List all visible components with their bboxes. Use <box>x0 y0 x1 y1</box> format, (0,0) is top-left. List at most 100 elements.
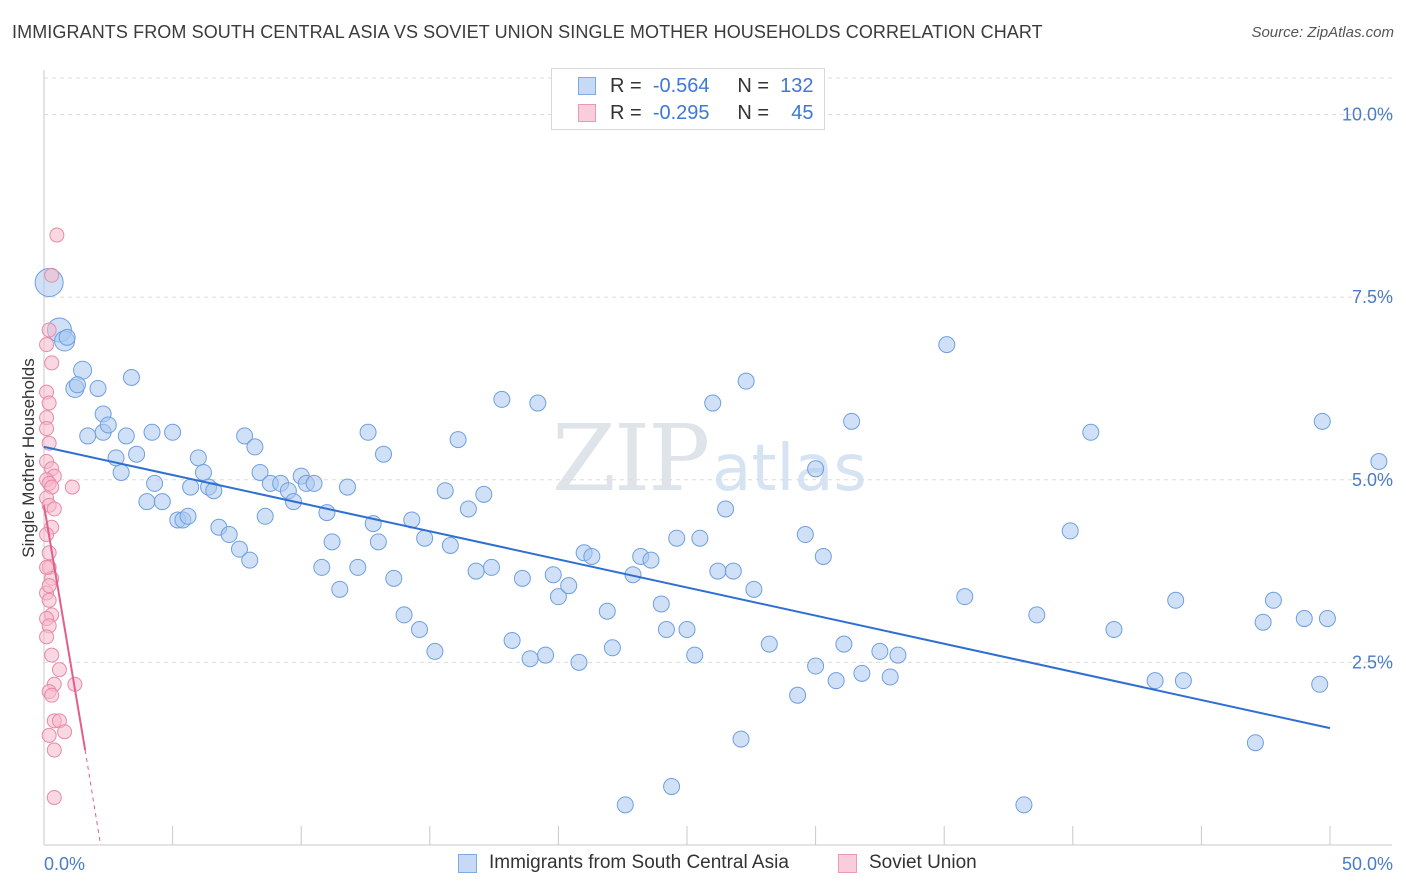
y-tick-label: 2.5% <box>1352 652 1393 672</box>
point-south-central-asia <box>146 474 164 492</box>
point-south-central-asia <box>1246 734 1264 752</box>
point-south-central-asia <box>220 526 238 544</box>
trend-line-soviet-union <box>43 505 87 751</box>
point-south-central-asia <box>251 463 269 481</box>
point-soviet-union <box>39 421 55 437</box>
point-south-central-asia <box>138 493 156 511</box>
series-label: Immigrants from South Central Asia <box>489 852 789 873</box>
legend-r-label: R = <box>610 101 642 124</box>
point-south-central-asia <box>717 500 735 518</box>
point-soviet-union <box>39 629 55 645</box>
y-tick-label: 5.0% <box>1352 470 1393 490</box>
point-south-central-asia <box>1146 672 1164 690</box>
point-south-central-asia <box>112 463 130 481</box>
legend-n-value: 45 <box>791 101 814 124</box>
point-south-central-asia <box>1028 606 1046 624</box>
point-south-central-asia <box>164 423 182 441</box>
point-soviet-union <box>44 355 60 371</box>
point-south-central-asia <box>449 431 467 449</box>
point-south-central-asia <box>560 577 578 595</box>
point-south-central-asia <box>807 460 825 478</box>
point-south-central-asia <box>467 562 485 580</box>
point-south-central-asia <box>493 390 511 408</box>
y-tick-labels: 2.5% 5.0% 7.5% 10.0% <box>1342 105 1393 673</box>
point-south-central-asia <box>1174 672 1192 690</box>
legend-r-value: -0.295 <box>652 101 710 124</box>
point-south-central-asia <box>889 646 907 664</box>
point-south-central-asia <box>369 533 387 551</box>
point-south-central-asia <box>143 423 161 441</box>
point-south-central-asia <box>182 478 200 496</box>
legend-r-label: R = <box>610 74 642 97</box>
point-south-central-asia <box>521 650 539 668</box>
point-south-central-asia <box>642 551 660 569</box>
source-credit: Source: ZipAtlas.com <box>1251 24 1394 41</box>
point-south-central-asia <box>1105 621 1123 639</box>
point-south-central-asia <box>483 558 501 576</box>
point-south-central-asia <box>827 672 845 690</box>
point-south-central-asia <box>305 474 323 492</box>
point-south-central-asia <box>616 796 634 814</box>
point-south-central-asia <box>323 533 341 551</box>
point-south-central-asia <box>598 602 616 620</box>
point-south-central-asia <box>338 478 356 496</box>
point-soviet-union <box>51 662 67 678</box>
series-swatch-blue <box>458 853 477 873</box>
point-south-central-asia <box>745 580 763 598</box>
point-soviet-union <box>41 395 57 411</box>
point-soviet-union <box>44 267 60 283</box>
point-south-central-asia <box>426 642 444 660</box>
point-soviet-union <box>41 545 57 561</box>
point-south-central-asia <box>58 328 76 346</box>
point-south-central-asia <box>796 526 814 544</box>
point-south-central-asia <box>709 562 727 580</box>
point-south-central-asia <box>331 580 349 598</box>
point-south-central-asia <box>256 507 274 525</box>
point-south-central-asia <box>529 394 547 412</box>
point-south-central-asia <box>737 372 755 390</box>
point-south-central-asia <box>513 569 531 587</box>
point-south-central-asia <box>205 482 223 500</box>
point-south-central-asia <box>1082 423 1100 441</box>
point-south-central-asia <box>1254 613 1272 631</box>
point-south-central-asia <box>117 427 135 445</box>
point-south-central-asia <box>349 558 367 576</box>
legend-row-south-central-asia: R = -0.564 N = 132 <box>578 74 814 98</box>
point-south-central-asia <box>411 621 429 639</box>
point-south-central-asia <box>732 730 750 748</box>
point-south-central-asia <box>459 500 477 518</box>
point-soviet-union <box>39 559 55 575</box>
point-south-central-asia <box>194 463 212 481</box>
point-south-central-asia <box>436 482 454 500</box>
point-south-central-asia <box>385 569 403 587</box>
point-south-central-asia <box>68 376 86 394</box>
point-south-central-asia <box>814 547 832 565</box>
axes <box>43 70 1392 846</box>
point-soviet-union <box>41 322 57 338</box>
point-south-central-asia <box>663 778 681 796</box>
chart-title: IMMIGRANTS FROM SOUTH CENTRAL ASIA VS SO… <box>12 22 1043 42</box>
correlation-legend: R = -0.564 N = 132 R = -0.295 N = 45 <box>551 68 825 130</box>
trend-lines <box>43 445 1331 846</box>
point-south-central-asia <box>241 551 259 569</box>
series-legend-south-central-asia: Immigrants from South Central Asia <box>458 852 789 874</box>
point-soviet-union <box>46 790 62 806</box>
point-soviet-union <box>46 742 62 758</box>
point-south-central-asia <box>544 566 562 584</box>
series-swatch-pink <box>838 853 857 873</box>
point-soviet-union <box>44 687 60 703</box>
point-south-central-asia <box>956 588 974 606</box>
point-south-central-asia <box>583 547 601 565</box>
point-soviet-union <box>41 592 57 608</box>
point-south-central-asia <box>179 507 197 525</box>
point-south-central-asia <box>704 394 722 412</box>
point-soviet-union <box>57 724 73 740</box>
point-soviet-union <box>39 337 55 353</box>
point-south-central-asia <box>236 427 254 445</box>
data-points <box>34 227 1388 814</box>
point-soviet-union <box>49 227 65 243</box>
point-south-central-asia <box>153 493 171 511</box>
point-south-central-asia <box>537 646 555 664</box>
point-south-central-asia <box>1295 610 1313 628</box>
x-ticks <box>43 826 1331 845</box>
